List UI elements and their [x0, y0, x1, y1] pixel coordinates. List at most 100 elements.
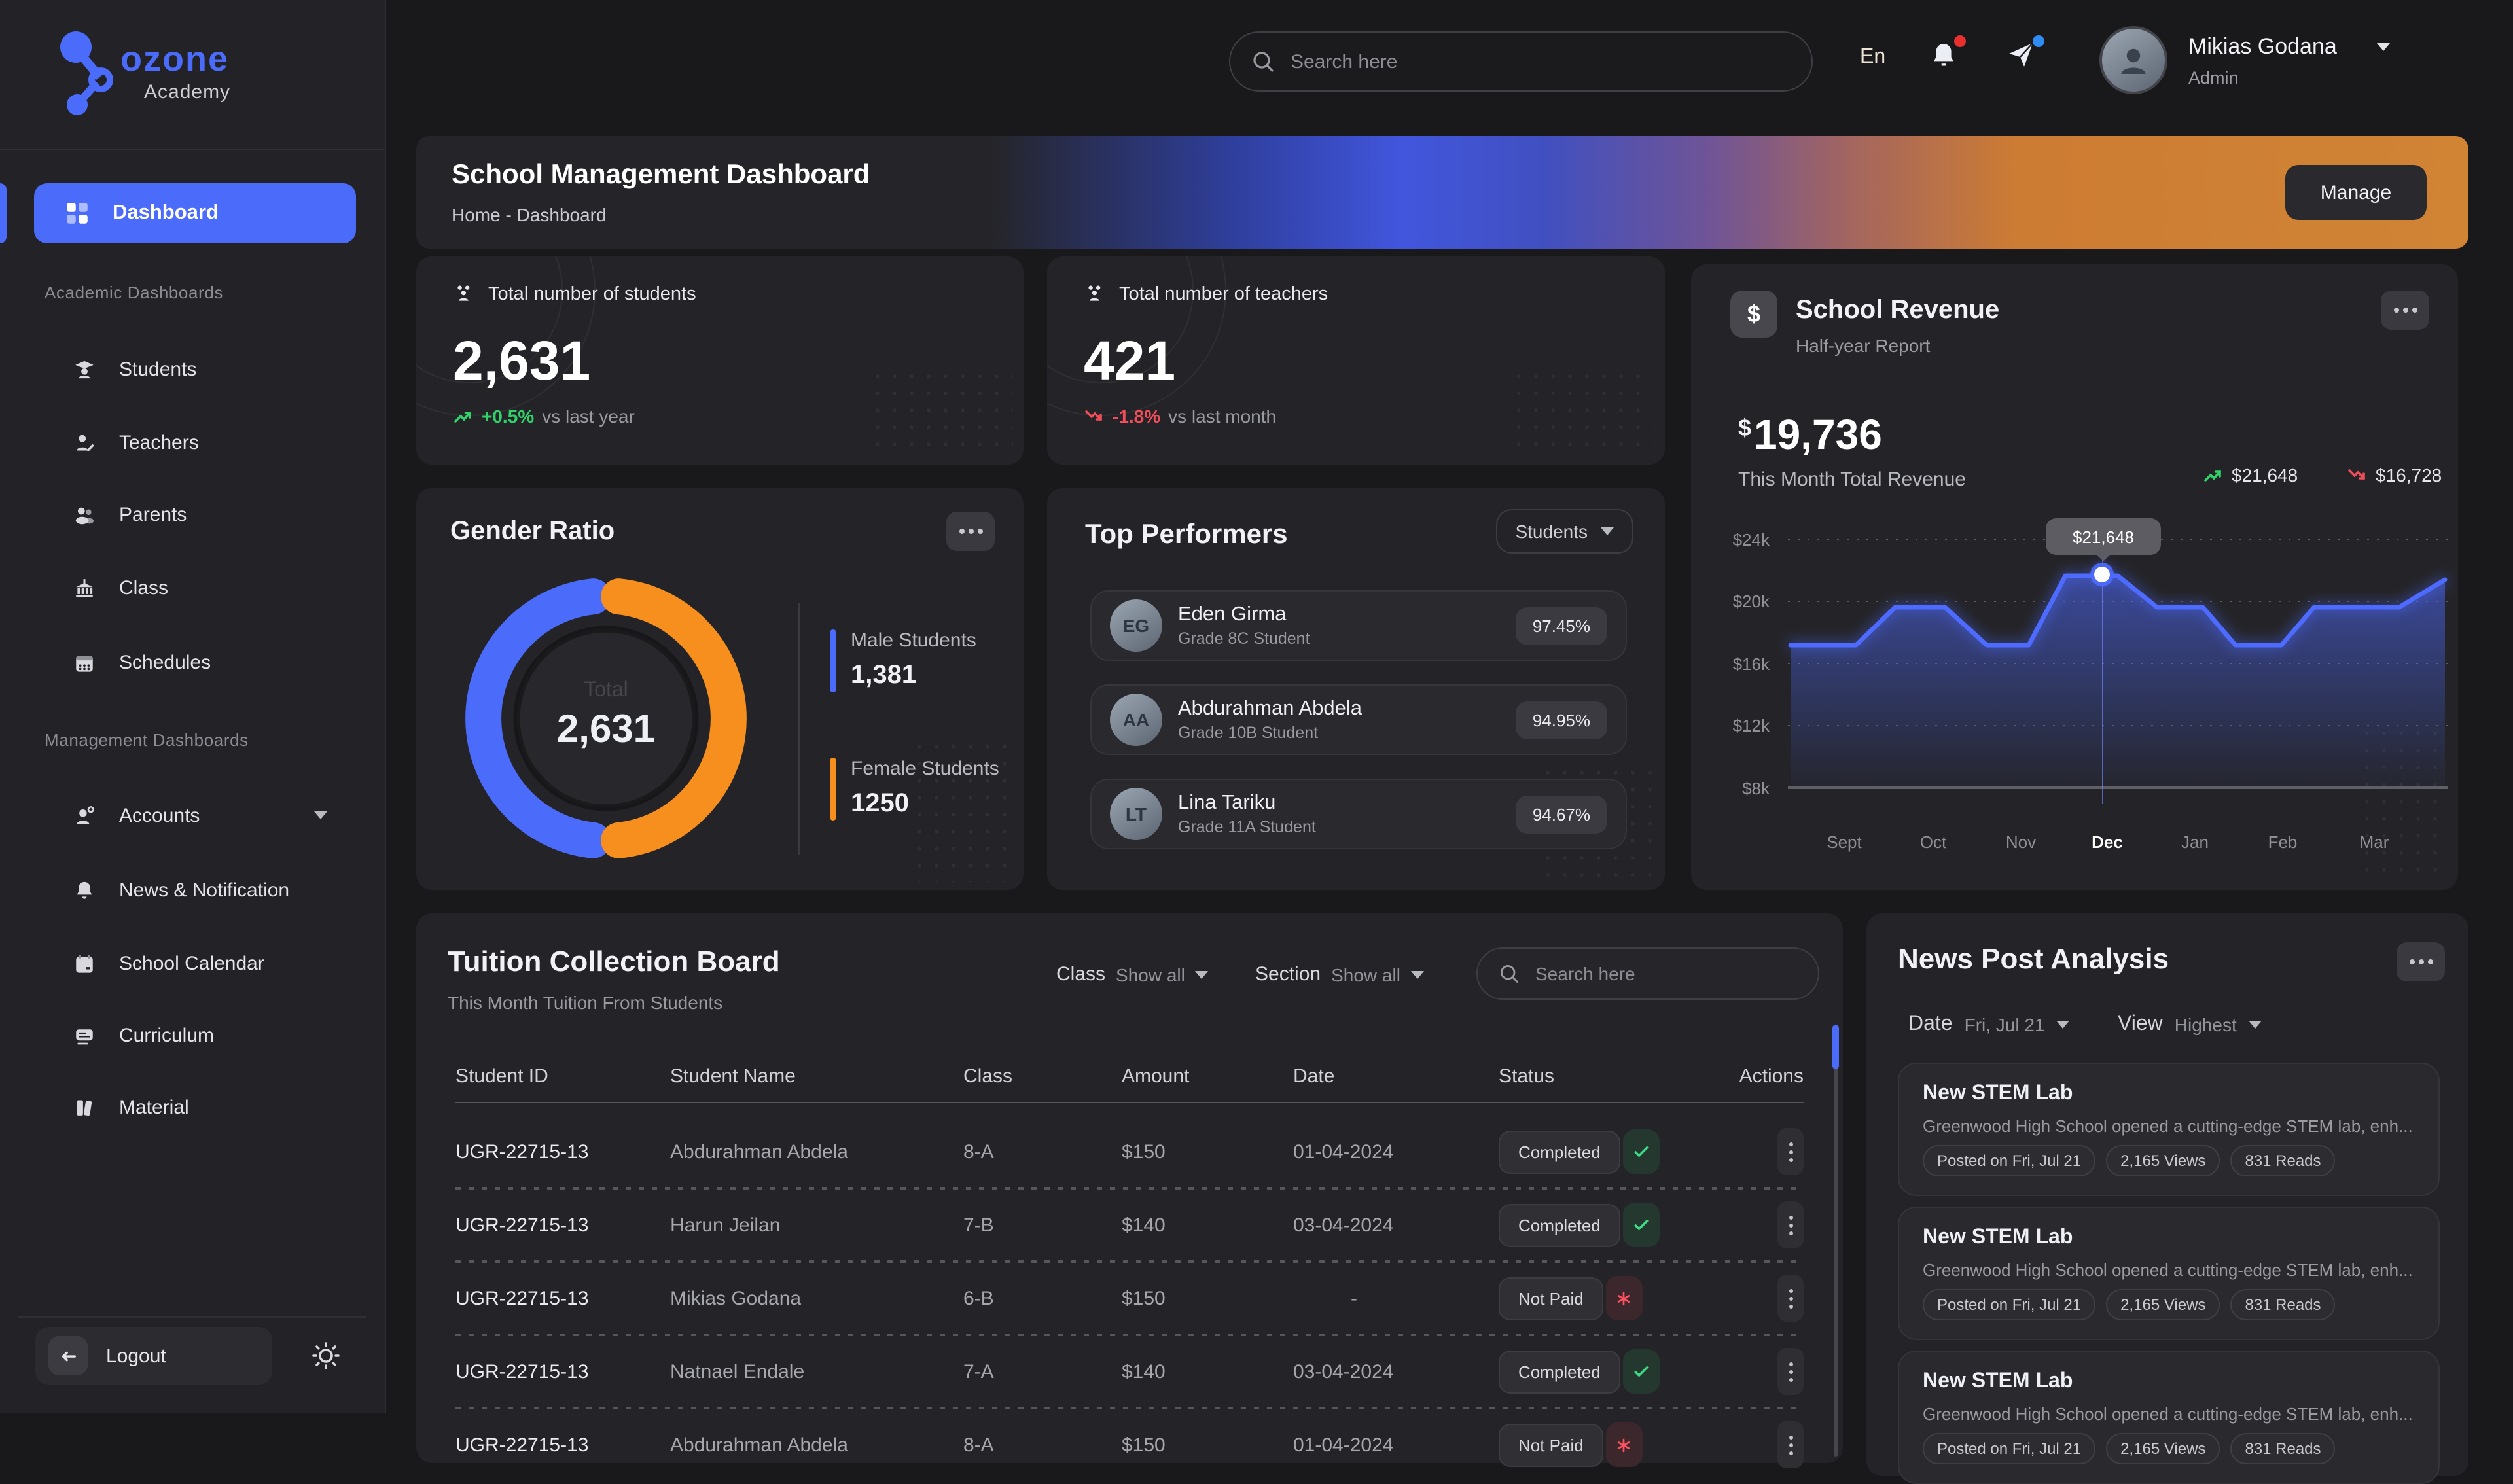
performers-filter-value: Students: [1515, 521, 1588, 542]
cell-status[interactable]: Completed: [1499, 1129, 1725, 1174]
revenue-menu-button[interactable]: [2381, 291, 2429, 330]
sidebar-section-academic: Academic Dashboards: [45, 283, 223, 302]
status-failed-icon[interactable]: [1606, 1276, 1643, 1320]
row-actions-button[interactable]: [1777, 1275, 1804, 1322]
status-check-icon[interactable]: [1623, 1203, 1660, 1247]
view-filter-label: View: [2118, 1013, 2163, 1036]
theme-toggle-button[interactable]: [296, 1327, 356, 1385]
class-filter-label: Class: [1056, 963, 1105, 985]
post-badge-views: 2,165 Views: [2106, 1145, 2220, 1176]
cell-status[interactable]: Not Paid: [1499, 1422, 1725, 1467]
sidebar-item-label: School Calendar: [119, 952, 264, 974]
tuition-search-input[interactable]: Search here: [1476, 947, 1819, 1000]
user-role: Admin: [2188, 68, 2239, 88]
class-filter[interactable]: Class Show all: [1056, 963, 1209, 985]
table-row[interactable]: UGR-22715-13 Harun Jeilan 7-B $140 03-04…: [455, 1190, 1804, 1260]
status-failed-icon[interactable]: [1606, 1422, 1643, 1467]
performer-row[interactable]: AA Abdurahman Abdela Grade 10B Student 9…: [1090, 684, 1627, 755]
row-actions-button[interactable]: [1777, 1201, 1804, 1248]
card-subtitle: Half-year Report: [1796, 335, 1930, 356]
section-filter[interactable]: Section Show all: [1255, 963, 1424, 985]
performer-row[interactable]: LT Lina Tariku Grade 11A Student 94.67%: [1090, 779, 1627, 849]
gender-menu-button[interactable]: [946, 512, 995, 551]
search-placeholder: Search here: [1291, 50, 1397, 73]
cell-student-id: UGR-22715-13: [455, 1287, 670, 1309]
logout-button[interactable]: Logout: [35, 1327, 272, 1385]
messages-button[interactable]: [2005, 39, 2042, 79]
sidebar-item-news-notification[interactable]: News & Notification: [34, 861, 356, 919]
performers-filter-dropdown[interactable]: Students: [1495, 509, 1633, 554]
post-desc: Greenwood High School opened a cutting-e…: [1923, 1260, 2417, 1280]
cell-student-name: Mikias Godana: [670, 1287, 963, 1309]
stat-delta: +0.5%: [482, 406, 534, 427]
sidebar-item-schedules[interactable]: Schedules: [34, 633, 356, 691]
sidebar-item-material[interactable]: Material: [34, 1078, 356, 1136]
user-avatar[interactable]: [2099, 26, 2167, 94]
row-actions-button[interactable]: [1777, 1348, 1804, 1395]
cell-class: 8-A: [963, 1140, 1122, 1163]
brand-logo-icon: [58, 29, 115, 115]
news-post-item[interactable]: New STEM Lab Greenwood High School opene…: [1898, 1351, 2440, 1484]
cell-status[interactable]: Completed: [1499, 1203, 1725, 1247]
search-placeholder: Search here: [1535, 963, 1635, 984]
stat-value: 421: [1084, 330, 1175, 393]
performer-row[interactable]: EG Eden Girma Grade 8C Student 97.45%: [1090, 590, 1627, 661]
cell-amount: $150: [1122, 1140, 1293, 1163]
language-switch[interactable]: En: [1860, 46, 1885, 69]
curriculum-icon: [73, 1024, 96, 1046]
highlight-vline: [2102, 523, 2103, 804]
cell-amount: $140: [1122, 1360, 1293, 1383]
notifications-button[interactable]: [1929, 39, 1963, 79]
sidebar-item-parents[interactable]: Parents: [34, 486, 356, 543]
table-scrollbar-track[interactable]: [1834, 1025, 1838, 1457]
sidebar-item-dashboard[interactable]: Dashboard: [34, 183, 356, 243]
x-tick: Sept: [1827, 832, 1862, 852]
table-row[interactable]: UGR-22715-13 Natnael Endale 7-A $140 03-…: [455, 1336, 1804, 1407]
cell-date: 01-04-2024: [1293, 1434, 1499, 1456]
table-scrollbar-thumb[interactable]: [1832, 1025, 1839, 1069]
global-search-input[interactable]: Search here: [1229, 31, 1813, 92]
cell-class: 7-A: [963, 1360, 1122, 1383]
post-badge-views: 2,165 Views: [2106, 1433, 2220, 1464]
performer-grade: Grade 10B Student: [1178, 724, 1500, 742]
donut-center-label: Total: [459, 679, 753, 703]
performer-score: 94.95%: [1516, 701, 1607, 739]
sidebar-item-teachers[interactable]: Teachers: [34, 414, 356, 471]
sidebar-item-accounts[interactable]: Accounts: [34, 786, 356, 844]
manage-button[interactable]: Manage: [2285, 165, 2427, 220]
table-row[interactable]: UGR-22715-13 Mikias Godana 6-B $150 - No…: [455, 1263, 1804, 1334]
status-badge: Not Paid: [1499, 1277, 1603, 1320]
card-title: Top Performers: [1085, 520, 1288, 551]
cell-student-id: UGR-22715-13: [455, 1360, 670, 1383]
col-header: Class: [963, 1065, 1122, 1087]
sidebar-item-label: Schedules: [119, 651, 211, 673]
legend-male-bar: [830, 629, 836, 692]
news-post-item[interactable]: New STEM Lab Greenwood High School opene…: [1898, 1063, 2440, 1196]
sidebar-item-school-calendar[interactable]: School Calendar: [34, 934, 356, 992]
user-name[interactable]: Mikias Godana: [2188, 34, 2337, 60]
cell-status[interactable]: Completed: [1499, 1349, 1725, 1394]
news-view-filter[interactable]: View Highest: [2118, 1013, 2262, 1036]
row-actions-button[interactable]: [1777, 1421, 1804, 1468]
news-menu-button[interactable]: [2397, 942, 2445, 981]
status-check-icon[interactable]: [1623, 1349, 1660, 1394]
stat-card-students: Total number of students 2,631 +0.5% vs …: [416, 256, 1024, 465]
brand-name: ozone: [120, 39, 229, 80]
dashboard-app: ozone Academy Dashboard Academic Dashboa…: [0, 0, 2513, 1413]
sidebar-item-class[interactable]: Class: [34, 559, 356, 616]
stat-delta-note: vs last month: [1168, 406, 1276, 427]
table-row[interactable]: UGR-22715-13 Abdurahman Abdela 8-A $150 …: [455, 1409, 1804, 1480]
sidebar-item-students[interactable]: Students: [34, 340, 356, 398]
news-post-item[interactable]: New STEM Lab Greenwood High School opene…: [1898, 1207, 2440, 1340]
cell-status[interactable]: Not Paid: [1499, 1276, 1725, 1320]
col-header: Status: [1499, 1065, 1725, 1087]
sidebar-item-curriculum[interactable]: Curriculum: [34, 1006, 356, 1064]
table-row[interactable]: UGR-22715-13 Abdurahman Abdela 8-A $150 …: [455, 1116, 1804, 1187]
chevron-down-icon: [2249, 1021, 2262, 1029]
status-check-icon[interactable]: [1623, 1129, 1660, 1174]
row-actions-button[interactable]: [1777, 1128, 1804, 1175]
chevron-down-icon: [1601, 527, 1614, 535]
performer-score: 94.67%: [1516, 795, 1607, 833]
news-date-filter[interactable]: Date Fri, Jul 21: [1908, 1013, 2070, 1036]
user-menu-chevron-icon[interactable]: [2377, 43, 2390, 51]
